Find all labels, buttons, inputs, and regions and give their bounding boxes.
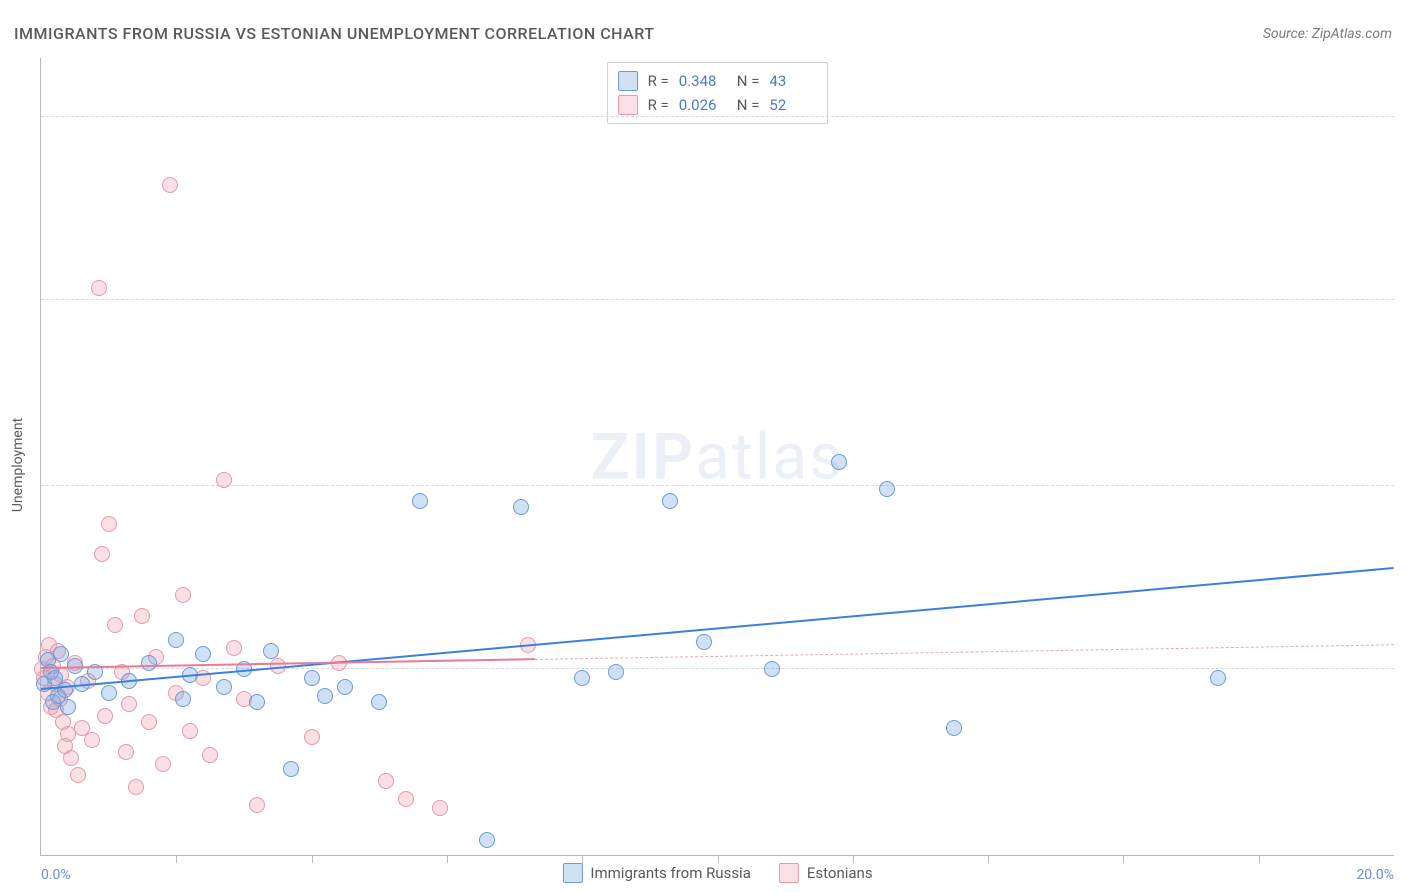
marker-immigrants-russia [141,655,157,671]
chart-title: IMMIGRANTS FROM RUSSIA VS ESTONIAN UNEMP… [14,24,655,43]
n-label: N = [737,96,760,114]
x-tick [718,855,719,863]
marker-immigrants-russia [57,682,73,698]
marker-immigrants-russia [317,688,333,704]
marker-estonians [304,729,320,745]
marker-immigrants-russia [216,679,232,695]
marker-estonians [175,587,191,603]
legend-swatch [618,71,638,91]
marker-immigrants-russia [101,685,117,701]
marker-estonians [101,516,117,532]
marker-immigrants-russia [946,720,962,736]
marker-estonians [141,714,157,730]
r-value: 0.026 [679,96,727,114]
marker-estonians [107,617,123,633]
plot-area: ZIPatlas R =0.348N =43R =0.026N =52 Immi… [40,58,1394,856]
marker-estonians [155,756,171,772]
marker-estonians [121,696,137,712]
marker-immigrants-russia [371,694,387,710]
marker-immigrants-russia [479,832,495,848]
legend-label: Estonians [807,864,873,882]
marker-immigrants-russia [412,493,428,509]
r-label: R = [648,96,669,114]
marker-estonians [134,608,150,624]
marker-immigrants-russia [662,493,678,509]
legend-swatch [562,863,582,883]
x-tick [582,855,583,863]
x-tick [853,855,854,863]
legend-item: Estonians [779,863,873,883]
x-tick [312,855,313,863]
marker-immigrants-russia [304,670,320,686]
legend-stat-row: R = 0.348 N = 43 [618,69,818,93]
x-tick [988,855,989,863]
n-value: 52 [769,96,817,114]
marker-estonians [118,744,134,760]
plot-container: Unemployment ZIPatlas R =0.348N =43R =0.… [40,58,1394,856]
trendline-immigrants-russia [41,567,1394,690]
x-tick [1259,855,1260,863]
marker-immigrants-russia [879,481,895,497]
marker-immigrants-russia [1210,670,1226,686]
marker-estonians [94,546,110,562]
gridline [41,299,1394,300]
marker-immigrants-russia [175,691,191,707]
r-label: R = [648,72,669,90]
marker-immigrants-russia [337,679,353,695]
marker-estonians [63,750,79,766]
marker-immigrants-russia [195,646,211,662]
source-attribution: Source: ZipAtlas.com [1263,26,1392,42]
x-axis-min-label: 0.0% [41,867,71,883]
marker-estonians [70,767,86,783]
marker-estonians [226,640,242,656]
marker-immigrants-russia [764,661,780,677]
gridline [41,485,1394,486]
n-value: 43 [769,72,817,90]
marker-immigrants-russia [53,646,69,662]
marker-estonians [432,800,448,816]
marker-estonians [249,797,265,813]
marker-immigrants-russia [60,699,76,715]
x-tick [1123,855,1124,863]
marker-immigrants-russia [696,634,712,650]
marker-estonians [162,177,178,193]
marker-estonians [378,773,394,789]
marker-estonians [202,747,218,763]
legend-swatch [779,863,799,883]
legend-stats: R = 0.348 N = 43 R = 0.026 N = 52 [607,62,829,124]
trendline-estonians [535,644,1394,660]
marker-estonians [128,779,144,795]
marker-estonians [216,472,232,488]
legend-series: Immigrants from Russia Estonians [562,863,872,883]
marker-estonians [97,708,113,724]
legend-item: Immigrants from Russia [562,863,750,883]
marker-immigrants-russia [263,643,279,659]
marker-estonians [398,791,414,807]
legend-label: Immigrants from Russia [590,864,750,882]
legend-swatch [618,95,638,115]
legend-stat-row: R = 0.026 N = 52 [618,93,818,117]
watermark: ZIPatlas [591,419,844,494]
marker-immigrants-russia [574,670,590,686]
marker-immigrants-russia [249,694,265,710]
y-axis-title: Unemployment [10,418,26,512]
marker-estonians [91,280,107,296]
gridline [41,116,1394,117]
x-axis-max-label: 20.0% [1356,867,1394,883]
marker-immigrants-russia [283,761,299,777]
r-value: 0.348 [679,72,727,90]
n-label: N = [737,72,760,90]
x-tick [176,855,177,863]
marker-immigrants-russia [168,632,184,648]
marker-immigrants-russia [608,664,624,680]
marker-immigrants-russia [513,499,529,515]
marker-estonians [182,723,198,739]
x-tick [447,855,448,863]
marker-immigrants-russia [831,454,847,470]
marker-estonians [84,732,100,748]
